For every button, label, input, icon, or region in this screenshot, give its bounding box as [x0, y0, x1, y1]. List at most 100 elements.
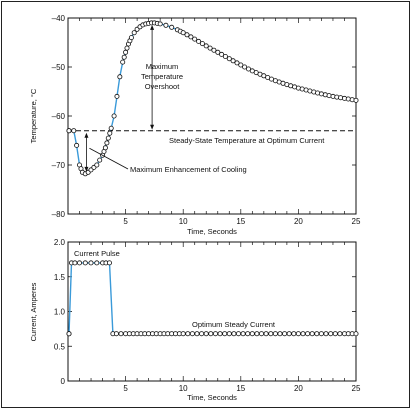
bot-data-point	[305, 331, 311, 337]
top-data-point	[123, 49, 129, 55]
bot-data-point	[332, 331, 338, 337]
bot-x-tick-label: 20	[294, 384, 303, 393]
top-data-point	[74, 142, 80, 148]
temperature-x-ticks: 5 10 15 20 25	[79, 18, 361, 226]
bot-data-point	[254, 331, 260, 337]
top-data-point	[114, 93, 120, 99]
top-x-tick-label: 15	[236, 217, 245, 226]
current-chart: 0 0.5 1.0 1.5 2.0 5 10 15 20 25 Current, Amperes…	[29, 238, 361, 402]
temperature-y-ticks: –80 –70 –60 –50 –40	[52, 14, 356, 219]
overshoot-label-line3: Overshoot	[145, 82, 181, 91]
bot-data-point	[185, 331, 191, 337]
bot-data-point	[318, 331, 324, 337]
bot-data-point	[222, 331, 228, 337]
top-data-point	[245, 66, 251, 72]
bot-data-point	[268, 331, 274, 337]
top-data-point	[180, 30, 186, 36]
top-data-point	[104, 140, 110, 146]
bot-data-point	[245, 331, 251, 337]
bot-data-point	[323, 331, 329, 337]
top-x-tick-label: 5	[123, 217, 128, 226]
bot-data-point	[226, 331, 232, 337]
current-pulse-label: Current Pulse	[74, 249, 120, 258]
bot-data-point	[94, 260, 100, 266]
overshoot-arrowhead-up	[150, 24, 155, 30]
top-data-point	[128, 35, 134, 41]
bot-data-point	[240, 331, 246, 337]
temperature-y-axis-label: Temperature, °C	[29, 88, 38, 143]
bot-data-point	[66, 331, 72, 337]
bot-data-point	[113, 331, 119, 337]
bot-x-tick-label: 15	[236, 384, 245, 393]
top-data-point	[199, 41, 205, 47]
bot-data-point	[314, 331, 320, 337]
overshoot-label-line1: Maximum	[146, 62, 179, 71]
top-data-point	[222, 54, 228, 60]
top-data-point	[131, 30, 137, 36]
bot-data-point	[328, 331, 334, 337]
top-data-point	[192, 36, 198, 42]
top-data-point	[230, 58, 236, 64]
optimum-steady-current-label: Optimum Steady Current	[192, 320, 276, 329]
current-y-ticks: 0 0.5 1.0 1.5 2.0	[54, 238, 356, 386]
temperature-x-axis-label: Time, Seconds	[187, 227, 237, 236]
top-data-point	[157, 21, 163, 27]
bot-data-point	[118, 331, 124, 337]
top-data-point	[124, 45, 130, 51]
overshoot-label-line2: Temperature	[141, 72, 183, 81]
current-series-points	[66, 260, 359, 337]
top-data-point	[188, 34, 194, 40]
top-data-point	[71, 128, 77, 134]
bot-data-point	[258, 331, 264, 337]
top-data-point	[66, 128, 72, 134]
top-data-point	[226, 56, 232, 62]
cooling-arrowhead-down	[84, 166, 89, 172]
top-data-point	[338, 95, 344, 101]
top-x-tick-label: 10	[179, 217, 188, 226]
cooling-label: Maximum Enhancement of Cooling	[130, 165, 247, 174]
top-data-point	[242, 64, 248, 70]
bot-data-point	[217, 331, 223, 337]
temperature-series-points	[66, 20, 359, 177]
bot-data-point	[291, 331, 297, 337]
top-data-point	[108, 125, 114, 131]
bot-y-tick-label: 0	[61, 377, 66, 386]
bot-x-tick-label: 25	[352, 384, 361, 393]
bot-data-point	[277, 331, 283, 337]
bot-data-point	[82, 260, 88, 266]
bot-data-point	[272, 331, 278, 337]
overshoot-arrowhead-down	[150, 124, 155, 130]
top-data-point	[121, 54, 127, 60]
bot-data-point	[189, 331, 195, 337]
top-data-point	[211, 47, 217, 53]
top-data-point	[219, 51, 225, 57]
bot-data-point	[208, 331, 214, 337]
top-y-tick-label: –40	[52, 14, 66, 23]
top-data-point	[234, 60, 240, 66]
bot-data-point	[88, 260, 94, 266]
bot-data-point	[199, 331, 205, 337]
top-data-point	[353, 97, 359, 103]
top-data-point	[184, 32, 190, 38]
cooling-arrowhead-up	[84, 132, 89, 138]
top-x-tick-label: 25	[352, 217, 361, 226]
top-data-point	[120, 59, 126, 65]
top-data-point	[169, 24, 175, 30]
bot-data-point	[72, 260, 78, 266]
top-data-point	[107, 130, 113, 136]
current-plot-area	[67, 241, 357, 382]
bot-data-point	[77, 260, 83, 266]
bot-data-point	[282, 331, 288, 337]
bot-data-point	[212, 331, 218, 337]
temperature-chart: –80 –70 –60 –50 –40 5 10 15 20 25 Temperature, °…	[29, 14, 361, 236]
bot-y-tick-label: 1.5	[54, 273, 66, 282]
top-data-point	[326, 93, 332, 99]
bot-data-point	[286, 331, 292, 337]
bot-data-point	[295, 331, 301, 337]
bot-data-point	[263, 331, 269, 337]
bot-x-tick-label: 10	[179, 384, 188, 393]
top-data-point	[238, 62, 244, 68]
bot-data-point	[337, 331, 343, 337]
